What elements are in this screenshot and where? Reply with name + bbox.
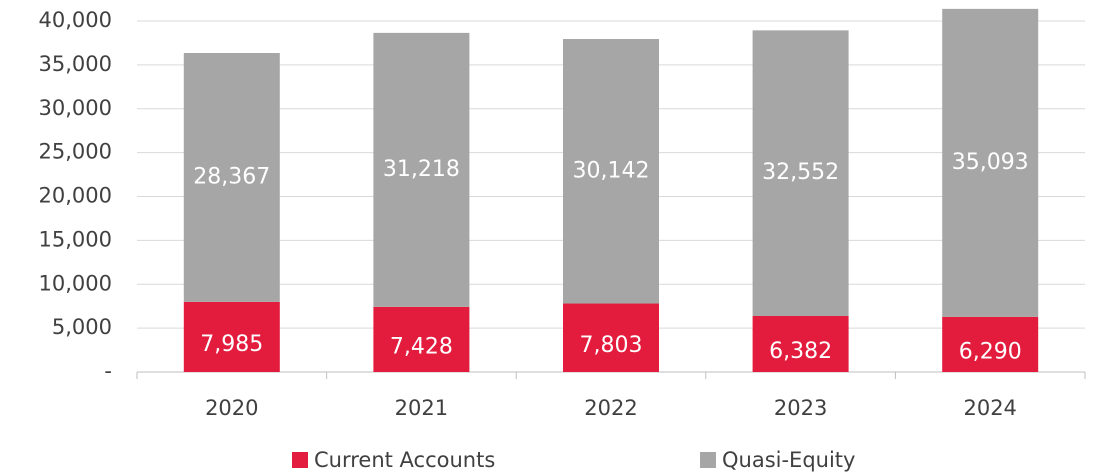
y-tick-label: 25,000 [39, 140, 112, 164]
y-tick-label: - [104, 359, 112, 383]
bar-segment [183, 301, 280, 372]
data-label: 30,142 [573, 158, 650, 183]
data-label: 6,382 [769, 339, 832, 364]
legend-label: Current Accounts [314, 448, 495, 472]
y-tick-label: 35,000 [39, 52, 112, 76]
bar-segment [183, 53, 280, 302]
data-label: 28,367 [193, 164, 270, 189]
x-tick-label: 2023 [774, 396, 827, 420]
y-tick-label: 30,000 [39, 96, 112, 120]
data-label: 7,803 [580, 333, 643, 358]
legend-swatch [700, 452, 716, 468]
y-tick-label: 20,000 [39, 184, 112, 208]
bar-segment [752, 30, 849, 316]
y-tick-label: 5,000 [52, 315, 112, 339]
legend-swatch [292, 452, 308, 468]
x-tick-label: 2022 [584, 396, 637, 420]
data-label: 32,552 [762, 160, 839, 185]
data-label: 31,218 [383, 157, 460, 182]
x-tick-label: 2020 [205, 396, 258, 420]
bar-segment [373, 32, 470, 307]
x-tick-label: 2024 [963, 396, 1016, 420]
bar-segment [563, 303, 659, 372]
y-tick-label: 10,000 [39, 271, 112, 295]
bar-segment [373, 306, 470, 372]
data-label: 6,290 [959, 339, 1022, 364]
data-label: 7,428 [390, 334, 453, 359]
legend-label: Quasi-Equity [722, 448, 855, 472]
bar-segment [942, 316, 1039, 372]
x-tick-label: 2021 [395, 396, 448, 420]
bar-segment [752, 315, 849, 372]
y-tick-label: 40,000 [39, 8, 112, 32]
data-label: 7,985 [200, 332, 263, 357]
bar-segment [942, 8, 1039, 317]
bar-segment [563, 39, 659, 304]
y-tick-label: 15,000 [39, 227, 112, 251]
data-label: 35,093 [952, 150, 1029, 175]
